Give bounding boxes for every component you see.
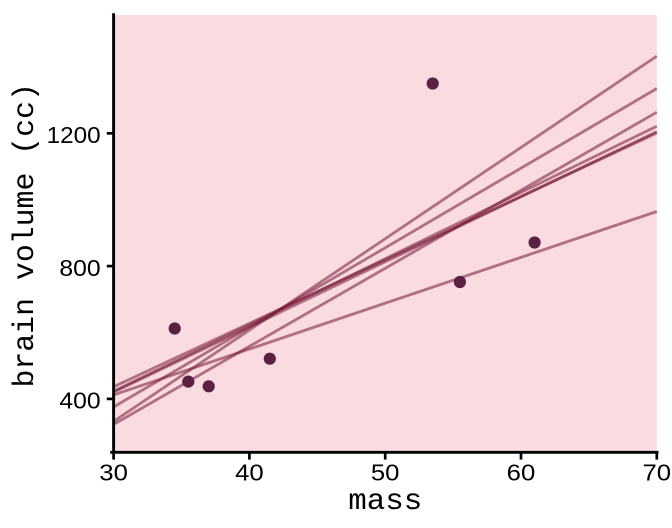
- svg-text:brain volume (cc): brain volume (cc): [9, 83, 43, 388]
- svg-text:40: 40: [235, 460, 264, 486]
- svg-text:400: 400: [59, 387, 100, 413]
- svg-text:1200: 1200: [47, 122, 101, 148]
- svg-text:30: 30: [99, 460, 128, 486]
- svg-text:800: 800: [59, 255, 100, 281]
- svg-text:50: 50: [371, 460, 400, 486]
- svg-text:mass: mass: [348, 485, 422, 519]
- svg-text:60: 60: [507, 460, 536, 486]
- svg-text:70: 70: [643, 460, 672, 486]
